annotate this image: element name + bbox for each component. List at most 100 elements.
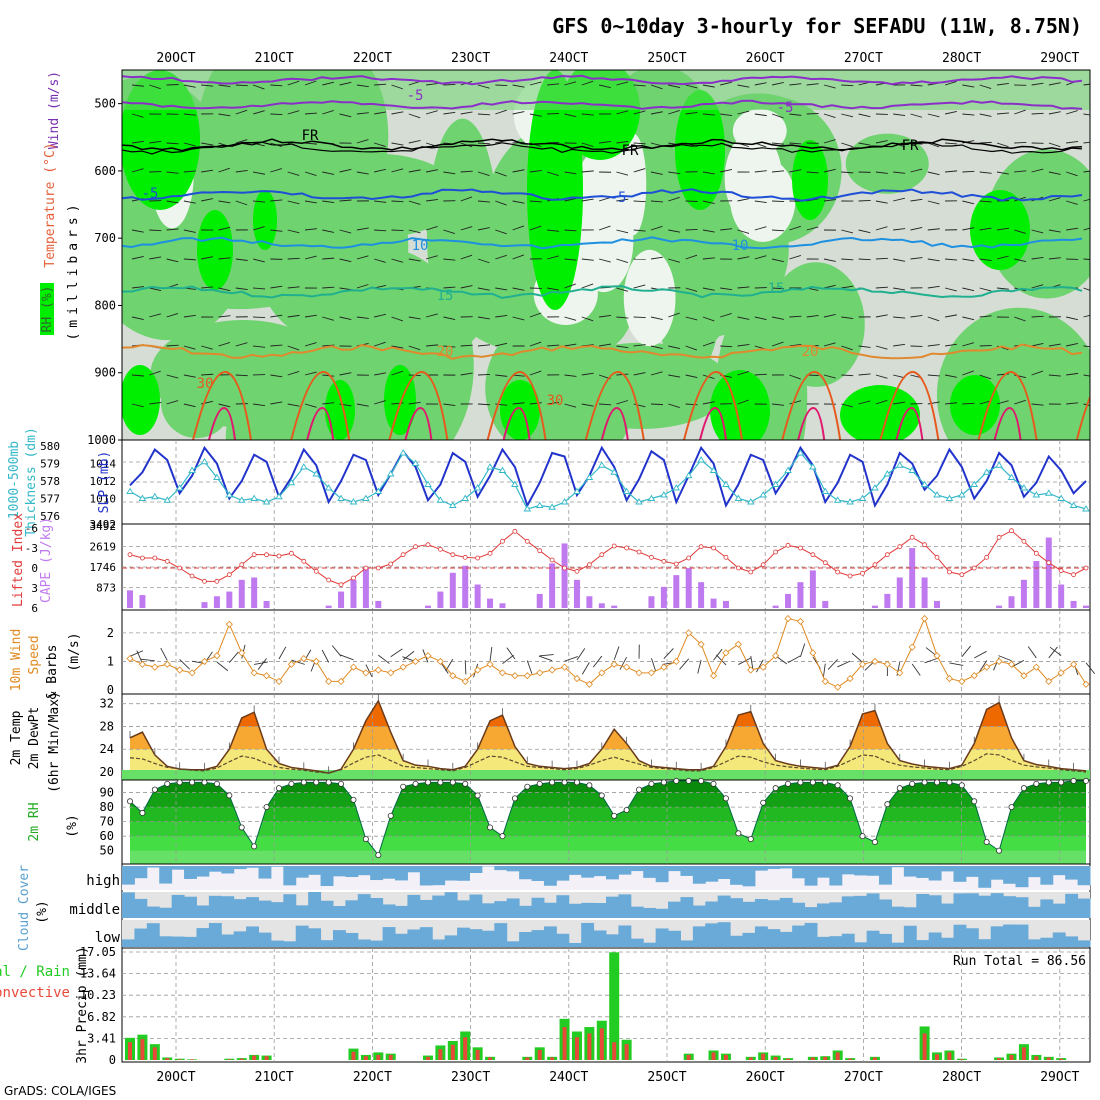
- rh-point: [288, 780, 295, 787]
- wind-barb: [789, 400, 802, 405]
- wind10m-speed-point: [858, 660, 867, 668]
- wind-barb: [391, 370, 404, 376]
- precip-conv-bar: [761, 1053, 766, 1060]
- thickness-label-1: 1000-500mb: [7, 441, 22, 519]
- pressure-axis-label: (millibars): [66, 199, 81, 340]
- wind-barb: [218, 200, 231, 204]
- cape-bar: [263, 600, 270, 608]
- thickness-point: [349, 498, 358, 505]
- cloud-middle-fill: [494, 901, 508, 918]
- thickness-point: [920, 480, 929, 487]
- wind-barb: [1031, 403, 1044, 406]
- wind-barb: [858, 258, 871, 261]
- wind-barb: [547, 344, 560, 347]
- precip-conv-bar: [1021, 1047, 1026, 1060]
- thickness-point: [362, 494, 370, 501]
- thickness-point: [560, 498, 569, 505]
- wind-barb: [979, 141, 992, 144]
- rh-point: [611, 812, 618, 819]
- rh-axis-label: RH (%): [40, 286, 55, 333]
- cloud-low-fill: [531, 930, 545, 947]
- wind-barb: [356, 227, 369, 231]
- wind-barb: [945, 142, 958, 145]
- contour-label: 10: [732, 238, 749, 254]
- lifted-index-point: [1071, 572, 1076, 578]
- date-tick-top: 28OCT: [942, 51, 981, 66]
- contour-30: [1093, 408, 1100, 440]
- cloud-high-fill: [779, 866, 793, 869]
- cloud-middle-fill: [866, 893, 880, 918]
- cloud-middle-fill: [965, 893, 979, 918]
- date-tick-bottom: 26OCT: [746, 1070, 785, 1085]
- wind-barb: [858, 345, 871, 348]
- lifted-index-point: [996, 534, 1002, 540]
- rh-point: [226, 792, 233, 799]
- lifted-index-point: [884, 552, 890, 558]
- wind-barb: [374, 341, 386, 347]
- thickness-point: [610, 468, 619, 475]
- wind-barb: [996, 255, 1009, 260]
- wind-barb: [512, 254, 525, 260]
- wind-barb: [1083, 170, 1090, 173]
- cloud-high-fill: [941, 866, 954, 872]
- rh-point: [164, 780, 171, 787]
- wind-barb: [996, 287, 1009, 290]
- wind-barb: [356, 139, 369, 144]
- precip-conv-bar: [748, 1057, 753, 1060]
- lifted-index-point: [909, 534, 915, 540]
- thickness-point: [709, 466, 718, 473]
- wind-barb: [201, 84, 214, 87]
- wind-barb: [252, 258, 265, 263]
- cloud-high-fill: [879, 866, 892, 885]
- wind10m-speed-point: [796, 617, 805, 625]
- wind-barb: [996, 82, 1009, 86]
- cloud-middle-fill: [593, 902, 607, 918]
- wind10m-speed-point: [623, 663, 631, 671]
- wind-barb: [1083, 374, 1090, 377]
- wind-barb: [547, 112, 560, 115]
- wind-barb: [374, 229, 387, 232]
- wind-barb: [166, 258, 179, 263]
- wind-barb: [737, 399, 749, 405]
- wind-barb: [772, 287, 785, 290]
- wind-barb: [477, 142, 491, 145]
- lifted-index-label: Lifted Index: [11, 513, 26, 607]
- cloud-middle-fill: [395, 905, 408, 918]
- wind-barb: [253, 287, 266, 290]
- wind-barb: [702, 287, 715, 291]
- wind-barb: [270, 229, 283, 232]
- wind-barb: [806, 226, 819, 231]
- wind-barb: [875, 345, 888, 350]
- wind-barb: [927, 258, 940, 262]
- wind10m-speed-point: [287, 660, 295, 668]
- wind-barb: [633, 168, 646, 173]
- wind-barb: [339, 113, 352, 118]
- wind-barb: [1048, 111, 1061, 115]
- wind-barb: [131, 140, 144, 144]
- wind-barb: [581, 198, 594, 202]
- wind10m-speed-series: [126, 615, 1090, 691]
- thickness-point: [1044, 489, 1053, 496]
- cloud-low-fill: [295, 925, 309, 947]
- wind10m-speed-point: [498, 669, 507, 677]
- precip-conv-bar: [574, 1037, 579, 1060]
- cloud-low-fill: [816, 936, 830, 947]
- thickness-point: [1007, 473, 1016, 480]
- lifted-index-point: [326, 577, 332, 583]
- cloud-row-low: low: [95, 930, 121, 946]
- wind-barb: [131, 286, 144, 289]
- wind10m-barb: [750, 655, 754, 670]
- lifted-index-point: [214, 578, 220, 584]
- temp2m-series: [129, 694, 1087, 774]
- cape-top-tick-label: 3492: [90, 518, 117, 531]
- cape-bar: [424, 605, 431, 608]
- cloud-low-fill: [320, 940, 334, 947]
- wind-barb: [616, 110, 629, 115]
- wind10m-barb: [949, 662, 964, 666]
- cloud-middle-fill: [643, 907, 657, 918]
- thickness-point: [1020, 484, 1028, 491]
- minmax-label: (6hr Min/Max): [47, 691, 62, 793]
- wind-barb: [841, 142, 853, 148]
- cloud-low-fill: [581, 922, 595, 947]
- wind-barb: [426, 199, 439, 202]
